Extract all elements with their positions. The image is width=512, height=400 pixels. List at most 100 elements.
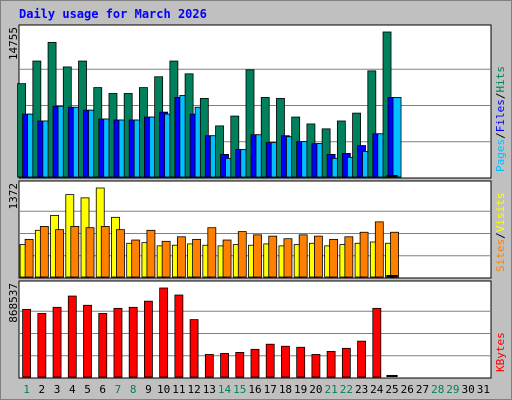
bar-kbytes-day-23: KBytes 23: 350000 [357,340,366,378]
bar-sites-day-9: Sites 9: 720 [146,229,156,278]
day-label-4: 4 [69,383,76,396]
day-label-26: 26 [401,383,414,396]
day-label-1: 1 [23,383,30,396]
bar-hits-day-23: Hits 23: 6500 [352,112,361,178]
bar-kbytes-day-15: KBytes 15: 240000 [235,352,245,378]
day-label-29: 29 [446,383,459,396]
bar-hits-day-21: Hits 21: 4900 [321,128,331,178]
day-label-24: 24 [370,383,384,396]
bar-hits-day-16: Hits 16: 10900 [245,69,255,178]
bar-sites-day-5: Sites 5: 760 [85,227,95,278]
day-label-19: 19 [294,383,307,396]
bar-kbytes-day-21: KBytes 21: 250000 [326,350,336,378]
bar-sites-day-4: Sites 4: 780 [70,226,80,278]
bar-kbytes-day-1: KBytes 1: 660000 [22,308,32,378]
legend-bottom: KBytes [494,332,507,372]
bar-kbytes-day-18: KBytes 18: 300000 [281,345,290,378]
legend-item-visits: Visits [494,193,507,233]
bar-sites-day-6: Sites 6: 780 [100,226,110,278]
day-label-18: 18 [279,383,292,396]
day-label-22: 22 [340,383,353,396]
legend-item-hits: Hits [494,66,507,93]
legend-item-slash: / [494,232,507,239]
bar-kbytes-day-7: KBytes 7: 670000 [113,307,123,378]
bar-kbytes-day-14: KBytes 14: 230000 [220,353,229,378]
legend-item-slash: / [494,132,507,139]
bar-sites-day-23: Sites 23: 690 [359,231,369,278]
bar-pages-day-25: Pages 25: 8100 [392,96,402,178]
chart-panels: Hits 1: 9500Files 1: 6400Pages 1: 6400Hi… [7,24,507,379]
day-label-25: 25 [385,383,398,396]
ymax-label-bottom: 868537 [7,283,20,323]
bar-kbytes-day-9: KBytes 9: 740000 [144,300,153,378]
bar-kbytes-day-6: KBytes 6: 620000 [98,313,108,378]
day-label-28: 28 [431,383,444,396]
day-label-16: 16 [248,383,261,396]
day-label-23: 23 [355,383,368,396]
bar-kbytes-day-3: KBytes 3: 680000 [52,306,62,378]
bar-kbytes-day-2: KBytes 2: 620000 [37,313,47,378]
day-label-20: 20 [309,383,322,396]
bar-hits-day-2: Hits 2: 11800 [32,60,42,178]
legend-top: Pages/Files/Hits [494,66,507,172]
bar-hits-day-15: Hits 15: 6200 [230,115,240,178]
bar-sites-day-2: Sites 2: 780 [39,226,49,278]
bar-sites-day-20: Sites 20: 630 [314,235,323,278]
bar-sites-day-13: Sites 13: 760 [207,227,217,278]
bar-sites-day-16: Sites 16: 650 [253,234,262,278]
bar-kbytes-day-5: KBytes 5: 700000 [83,304,92,378]
legend-item-slash: / [494,93,507,100]
bar-hits-day-14: Hits 14: 5200 [215,125,224,178]
bar-sites-day-7: Sites 7: 730 [116,229,125,278]
day-label-31: 31 [477,383,490,396]
day-label-8: 8 [130,383,137,396]
ymax-label-top: 14755 [7,27,20,60]
day-label-17: 17 [264,383,277,396]
bar-hits-day-22: Hits 22: 5700 [336,120,346,178]
panel-bottom: KBytes 1: 660000 KBytes 2: 620000 KBytes 3… [7,280,507,379]
legend-middle: Sites/Visits [494,193,507,273]
bar-sites-day-24: Sites 24: 850 [374,221,384,278]
bar-sites-day-17: Sites 17: 630 [268,235,278,278]
day-label-12: 12 [187,383,200,396]
bar-kbytes-day-11: KBytes 11: 800000 [174,294,184,378]
bar-kbytes-day-19: KBytes 19: 290000 [296,346,306,378]
bar-kbytes-day-8: KBytes 8: 680000 [128,306,138,378]
chart-title: Daily usage for March 2026 [19,7,207,21]
day-label-30: 30 [462,383,475,396]
bar-sites-day-22: Sites 22: 620 [344,236,354,278]
bar-sites-day-18: Sites 18: 590 [283,238,293,278]
bar-sites-day-12: Sites 12: 580 [192,238,201,278]
bar-kbytes-day-20: KBytes 20: 220000 [311,354,321,378]
bar-hits-day-24: Hits 24: 10800 [367,70,377,178]
bar-sites-day-21: Sites 21: 580 [329,238,339,278]
day-label-11: 11 [172,383,185,396]
x-axis-day-labels: 1 2 3 4 5 6 7 8 9 10 11 12 13 14 15 16 17 18 19 20 21 22 23 24 2… [23,383,490,396]
legend-item-pages: Pages [494,139,507,172]
legend-item-sites: Sites [494,239,507,272]
day-label-6: 6 [99,383,106,396]
day-label-9: 9 [145,383,152,396]
day-label-14: 14 [218,383,232,396]
bar-hits-day-17: Hits 17: 8100 [260,96,270,178]
bar-sites-day-25: Sites 25: 690 [390,231,399,278]
bar-kbytes-day-24: KBytes 24: 670000 [372,307,382,378]
day-label-21: 21 [325,383,338,396]
day-label-27: 27 [416,383,429,396]
day-label-7: 7 [115,383,122,396]
day-label-3: 3 [54,383,61,396]
bar-sites-day-11: Sites 11: 620 [176,236,186,278]
bar-kbytes-day-16: KBytes 16: 270000 [250,348,260,378]
day-label-15: 15 [233,383,246,396]
bar-sites-day-8: Sites 8: 570 [131,239,141,278]
day-label-13: 13 [203,383,216,396]
legend-item-kbytes: KBytes [494,332,507,372]
day-label-2: 2 [39,383,46,396]
panel-middle: Visits 1: 500Sites 1: 580Visits 2: 720Si… [7,180,507,279]
bar-sites-day-10: Sites 10: 550 [161,240,171,278]
bar-sites-day-19: Sites 19: 650 [298,234,308,278]
day-label-5: 5 [84,383,91,396]
bar-sites-day-1: Sites 1: 580 [24,238,34,278]
